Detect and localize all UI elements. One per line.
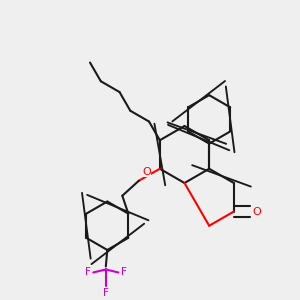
- Text: F: F: [121, 268, 127, 278]
- Text: O: O: [253, 206, 261, 217]
- Text: F: F: [85, 268, 91, 278]
- Text: F: F: [103, 288, 109, 298]
- Text: O: O: [142, 167, 151, 177]
